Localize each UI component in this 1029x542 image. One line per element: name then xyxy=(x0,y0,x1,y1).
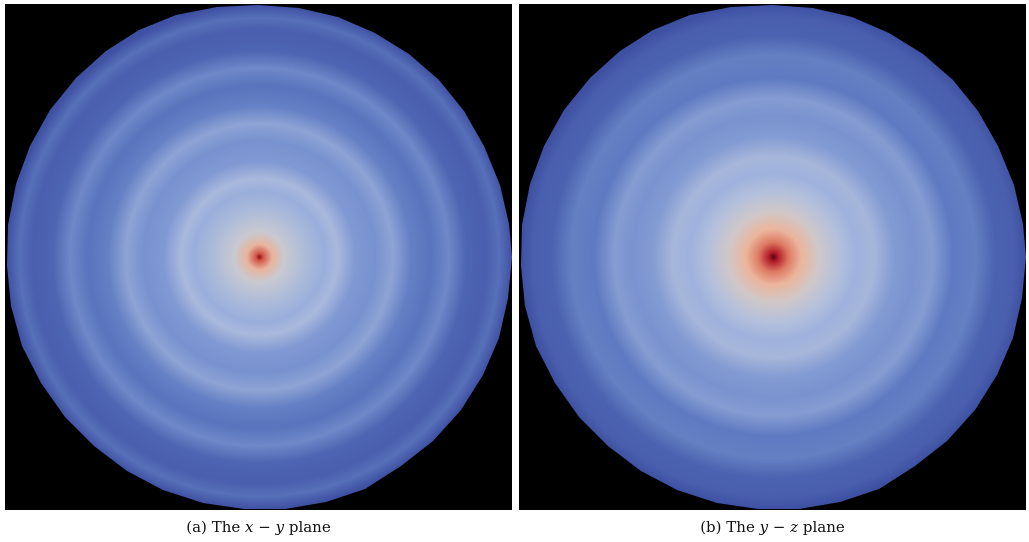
caption-label: (a) xyxy=(186,518,207,536)
disk-yz xyxy=(521,5,1026,509)
caption-math: x − y xyxy=(245,518,285,536)
caption-suffix: plane xyxy=(288,518,331,536)
figure-panel-yz-plane xyxy=(519,4,1026,510)
figure-panel-xy-plane xyxy=(5,4,512,510)
disk-plot-xy xyxy=(7,5,512,509)
caption-math: y − z xyxy=(759,518,799,536)
disk-xy xyxy=(7,5,512,509)
caption-prefix: The xyxy=(211,518,241,536)
caption-label: (b) xyxy=(700,518,722,536)
disk-plot-yz xyxy=(521,5,1026,509)
caption-yz-plane: (b) The y − z plane xyxy=(519,517,1026,537)
caption-xy-plane: (a) The x − y plane xyxy=(5,517,512,537)
caption-prefix: The xyxy=(726,518,755,536)
caption-suffix: plane xyxy=(802,518,845,536)
